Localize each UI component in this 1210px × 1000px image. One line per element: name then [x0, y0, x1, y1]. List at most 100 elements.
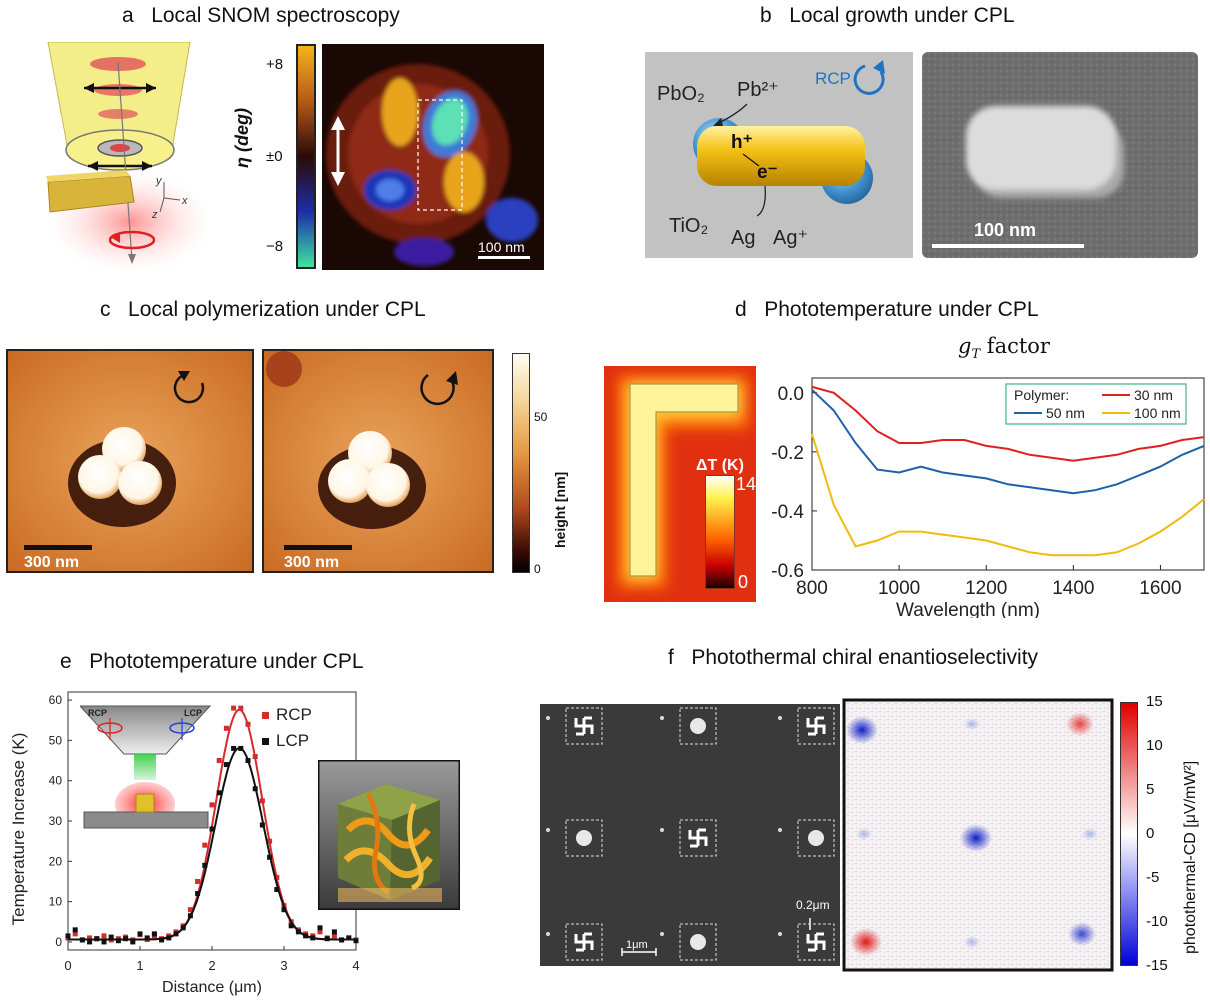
data-point — [274, 874, 280, 880]
gold-nanorod — [697, 126, 865, 186]
legend-entry: 50 nm — [1046, 405, 1085, 421]
structure-box — [797, 707, 835, 745]
colorbar-a-tick: +8 — [266, 56, 284, 73]
data-point — [101, 939, 107, 945]
afm-image-right: 300 nm — [262, 349, 494, 573]
data-point — [267, 854, 273, 860]
afm-particle — [118, 461, 162, 505]
afm-particle — [328, 459, 372, 503]
chiral-structure-inset — [318, 760, 460, 910]
afm-image-left: 300 nm — [6, 349, 254, 573]
marker-dot — [778, 716, 782, 720]
arrow-head — [713, 118, 723, 126]
data-point — [94, 936, 100, 942]
data-point — [317, 925, 323, 931]
arrow-head — [331, 172, 345, 186]
beam-axis — [117, 61, 133, 261]
panel-a-title-text: Local SNOM spectroscopy — [151, 4, 400, 27]
colorbar-f-tick: -5 — [1146, 869, 1160, 886]
rotation-arrow-head — [446, 371, 458, 385]
data-point — [159, 937, 165, 943]
scalebar-f-2-label: 0.2μm — [796, 898, 830, 912]
data-point — [72, 927, 78, 933]
panel-e-title: e Phototemperature under CPL — [60, 650, 364, 674]
data-point — [346, 935, 352, 941]
chiral-structure — [574, 932, 594, 952]
colorbar-f-tick: -15 — [1146, 957, 1168, 974]
data-point — [310, 935, 316, 941]
marker-dot — [660, 716, 664, 720]
cd-spot-negative — [960, 824, 992, 852]
structure-box — [679, 819, 717, 857]
cube-face — [338, 784, 440, 820]
cpl-beam-inset: RCP LCP — [80, 705, 212, 829]
data-point — [123, 936, 129, 942]
afm-corner-spot — [266, 351, 302, 387]
growth-schematic: PbO₂ Pb²⁺ RCP h⁺ e⁻ TiO₂ Ag Ag⁺ — [645, 52, 913, 258]
data-point — [72, 931, 78, 937]
afm-particle — [366, 463, 410, 507]
axis-x — [163, 197, 181, 201]
panel-c-title: c Local polymerization under CPL — [100, 298, 426, 322]
reduction-arrow — [756, 185, 766, 217]
data-point — [216, 758, 222, 764]
scalebar-b — [932, 244, 1084, 248]
substrate-bar — [83, 811, 209, 829]
panel-d-letter: d — [735, 298, 747, 321]
panel-b-letter: b — [760, 4, 772, 27]
data-point — [223, 762, 229, 768]
data-point — [87, 939, 93, 945]
temperature-map: ΔT (K) 14 0 — [604, 366, 756, 602]
arrow-head — [84, 83, 94, 93]
chiral-structure — [806, 716, 826, 736]
data-point — [187, 907, 193, 913]
map-lobe-orange — [382, 78, 418, 146]
label-agplus: Ag⁺ — [773, 227, 808, 249]
circular-arrow-head — [112, 232, 120, 243]
data-point — [267, 838, 273, 844]
y-tick-label: 0 — [55, 935, 62, 949]
gyroid-surface — [345, 817, 431, 849]
data-point — [231, 705, 237, 711]
colorbar-f-tick: 5 — [1146, 781, 1155, 798]
legend-title: Polymer: — [1014, 387, 1069, 403]
cd-spot-negative — [1068, 922, 1096, 946]
panel-c-letter: c — [100, 298, 111, 321]
tip-stripe — [98, 109, 138, 119]
colorbar-a-tick: ±0 — [266, 148, 283, 165]
panel-a-letter: a — [122, 4, 134, 27]
plot-frame — [811, 377, 1205, 571]
label-pbo2: PbO₂ — [657, 83, 705, 105]
label-eminus: e⁻ — [757, 162, 778, 183]
axis-y-label: y — [155, 175, 163, 187]
structure-box — [565, 819, 603, 857]
y-tick-label: 20 — [49, 854, 63, 868]
achiral-structure — [690, 934, 706, 950]
map-lobe-blue — [394, 238, 454, 266]
gyroid-surface — [365, 792, 390, 895]
x-tick-label: 0 — [64, 958, 71, 973]
data-point — [245, 758, 251, 764]
panel-f-title: f Photothermal chiral enantioselectivity — [668, 646, 1038, 670]
marker-dot — [778, 932, 782, 936]
panel-e-title-text: Phototemperature under CPL — [89, 650, 364, 673]
sem-array-image: 1μm 0.2μm — [540, 704, 840, 966]
structure-box — [565, 923, 603, 961]
cd-spot-faint — [964, 936, 980, 948]
sem-rod-image: 100 nm — [922, 52, 1198, 258]
data-point — [281, 907, 287, 913]
panel-f-title-text: Photothermal chiral enantioselectivity — [691, 646, 1039, 669]
colorbar-a-tick: −8 — [266, 238, 284, 255]
data-point — [115, 938, 121, 944]
data-point — [317, 929, 323, 935]
data-point — [274, 887, 280, 893]
scalebar-b-label: 100 nm — [974, 220, 1036, 240]
data-point — [209, 826, 215, 832]
y-tick-label: 0.0 — [778, 384, 804, 405]
data-point — [259, 822, 265, 828]
data-point — [288, 923, 294, 929]
y-tick-label: 10 — [49, 895, 63, 909]
marker-dot — [546, 932, 550, 936]
beam-axis-head — [128, 254, 136, 264]
colorbar-f-label: photothermal-CD [μV/mW²] — [1182, 760, 1199, 954]
